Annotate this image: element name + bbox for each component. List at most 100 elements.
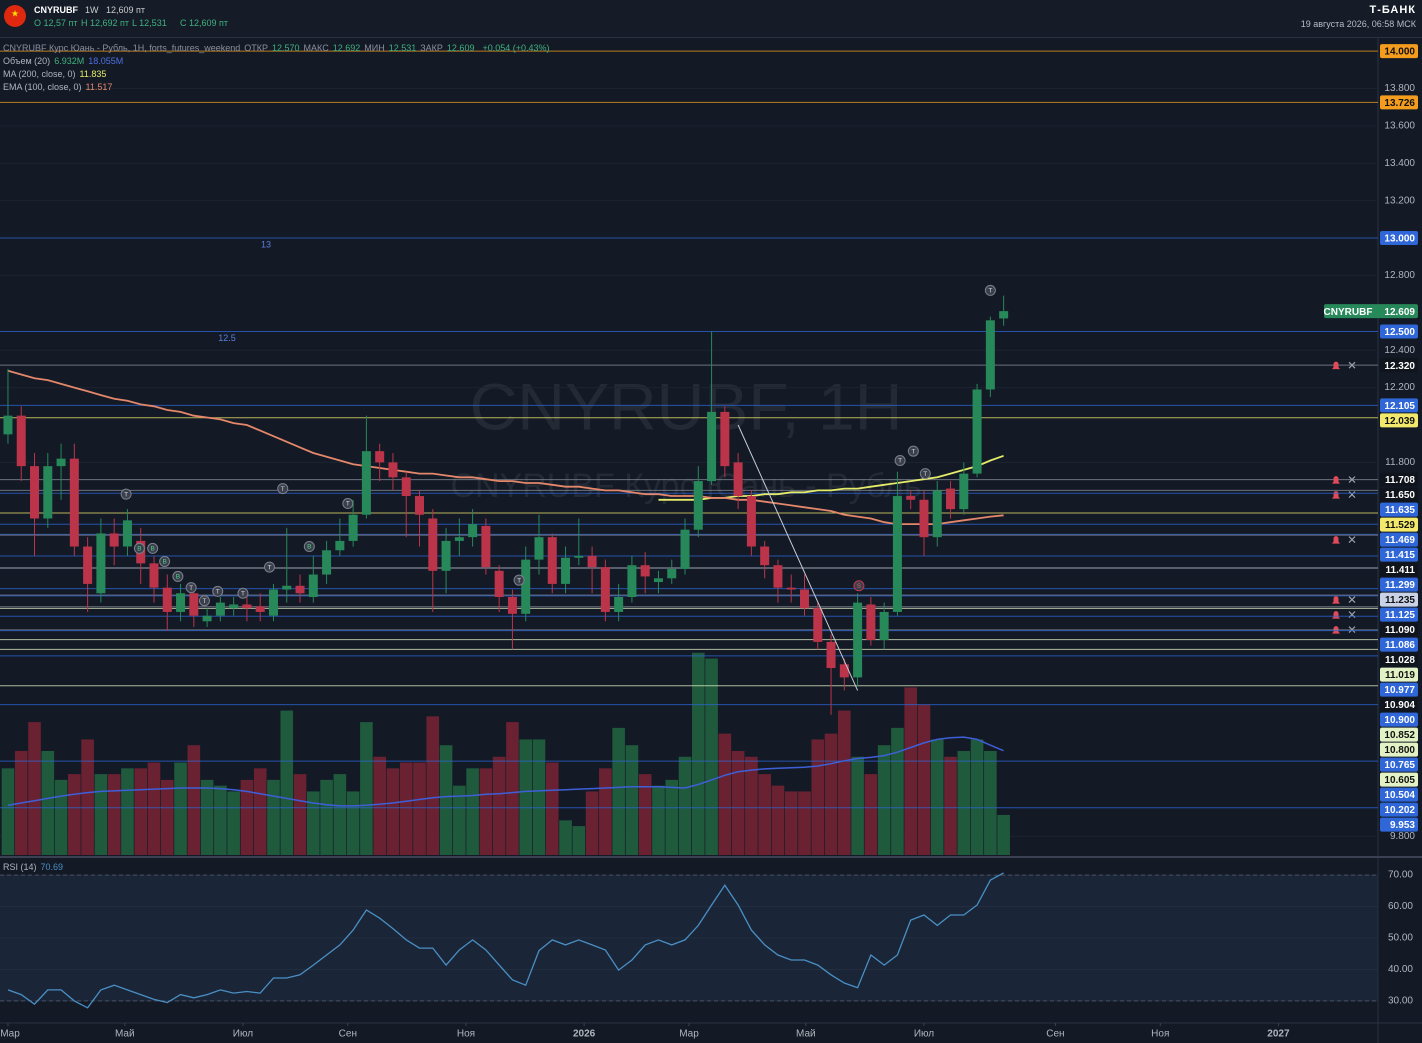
trade-marker-label: T <box>241 590 245 597</box>
volume-bar <box>625 745 639 855</box>
volume-bar <box>320 779 333 855</box>
volume-bar <box>492 756 506 855</box>
candle-body <box>892 496 902 612</box>
ma-legend: MA (200, close, 0) 11.835 <box>3 69 110 79</box>
legend-label: МИН <box>364 43 385 53</box>
candle-body <box>547 537 557 584</box>
y-tick-label: 70.00 <box>1388 870 1413 881</box>
volume-bar <box>612 727 625 855</box>
volume-bar <box>718 733 732 855</box>
legend-label: ОТКР <box>244 43 269 53</box>
alert-icon <box>1332 536 1340 544</box>
ohlc-high: Н 12,692 пт <box>81 18 130 28</box>
volume-bar <box>984 751 997 855</box>
trade-marker-label: S <box>857 583 862 590</box>
x-tick-label: 2027 <box>1267 1029 1290 1040</box>
candle-body <box>83 546 93 584</box>
candle-body <box>162 587 172 612</box>
volume-bar <box>798 791 811 855</box>
trade-marker <box>120 488 132 500</box>
volume-bar <box>426 716 440 855</box>
x-tick-label: Мар <box>0 1029 20 1040</box>
level-label: 11.635 <box>1385 505 1415 516</box>
candle-body <box>680 529 690 569</box>
candle-body <box>308 574 318 597</box>
candle-body <box>109 533 119 547</box>
level-label: 10.904 <box>1384 700 1415 711</box>
volume-bar <box>280 710 294 855</box>
trade-marker <box>513 574 525 586</box>
level-label-bg <box>1380 697 1418 712</box>
level-label: 14.000 <box>1384 47 1415 58</box>
level-label: 10.202 <box>1384 805 1415 816</box>
volume-bar <box>160 779 174 855</box>
legend-title: CNYRUBF Курс Юань - Рубль, 1H, forts_fut… <box>3 43 241 53</box>
candle-body <box>813 608 823 642</box>
level-label: 12.320 <box>1384 361 1415 372</box>
candle-body <box>202 615 212 622</box>
level-label: 10.765 <box>1384 760 1415 771</box>
candle-body <box>361 451 371 515</box>
level-label: 11.235 <box>1385 595 1415 606</box>
volume-bar <box>399 762 413 855</box>
level-label: 12.105 <box>1384 401 1415 412</box>
legend-title: EMA (100, close, 0) <box>3 82 82 92</box>
level-label: 10.504 <box>1384 790 1415 801</box>
volume-bar <box>293 774 307 855</box>
price-legend: CNYRUBF Курс Юань - Рубль, 1H, forts_fut… <box>3 43 554 53</box>
candle-body <box>388 462 398 478</box>
level-label-bg <box>1380 652 1418 667</box>
ohlc-low: L 12,531 <box>132 18 167 28</box>
level-label-bg <box>1380 532 1418 547</box>
x-tick-label: Сен <box>1046 1029 1064 1040</box>
volume-bar <box>121 768 134 855</box>
price: 12,609 пт <box>106 5 146 15</box>
level-label-bg <box>1380 607 1418 622</box>
level-label-bg <box>1380 757 1418 772</box>
trade-marker <box>919 468 931 480</box>
level-label: 11.529 <box>1385 520 1415 531</box>
volume-bar <box>28 722 41 855</box>
volume-bar <box>346 791 360 855</box>
volume-bar <box>386 768 400 855</box>
flag-icon: ★ <box>4 5 26 27</box>
candle-body <box>375 451 385 463</box>
candle-body <box>667 568 677 579</box>
trade-marker <box>342 498 354 510</box>
candle-body <box>534 537 544 560</box>
trade-marker-label: B <box>307 544 311 551</box>
volume-bar <box>307 791 320 855</box>
trade-marker-label: T <box>988 288 992 295</box>
legend-title: MA (200, close, 0) <box>3 69 76 79</box>
candle-body <box>799 589 809 609</box>
candle-body <box>3 415 13 435</box>
volume-bar <box>41 751 55 855</box>
volume-bar <box>227 791 240 855</box>
volume-bar <box>479 768 493 855</box>
candle-body <box>255 606 265 612</box>
trade-marker <box>853 580 865 592</box>
level-label: 10.800 <box>1384 745 1415 756</box>
rsi-legend: RSI (14) 70.69 <box>3 862 67 872</box>
volume-bar <box>81 739 94 855</box>
level-label-bg <box>1380 682 1418 697</box>
level-label-bg <box>1380 727 1418 742</box>
candle-body <box>16 415 26 467</box>
level-label: 11.028 <box>1385 655 1415 666</box>
volume-bar <box>559 820 572 855</box>
level-label: 10.900 <box>1384 715 1415 726</box>
trade-marker <box>198 595 210 607</box>
level-label: 9.953 <box>1390 820 1415 831</box>
volume-bar <box>957 751 971 855</box>
candle-body <box>229 604 239 609</box>
level-text: 13 <box>261 239 271 249</box>
volume-bar <box>147 762 161 855</box>
candle-body <box>507 597 517 614</box>
remove-icon <box>1348 476 1356 484</box>
level-label-bg <box>1380 577 1418 592</box>
volume-bar <box>652 785 665 855</box>
candle-body <box>56 458 66 467</box>
volume-bar <box>758 774 771 855</box>
candle-body <box>866 604 876 640</box>
